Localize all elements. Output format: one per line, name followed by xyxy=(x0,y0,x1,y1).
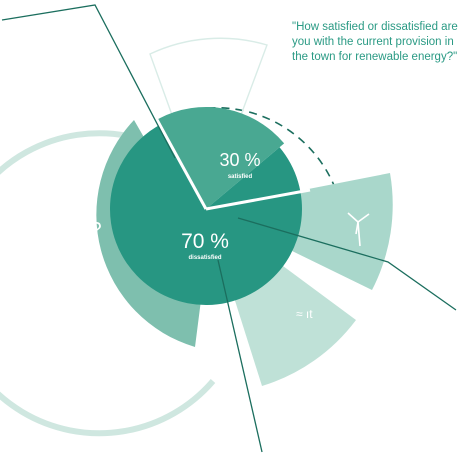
annotation-line-bottom xyxy=(217,259,263,453)
category-label-satisfied: satisfied xyxy=(228,174,253,180)
separator-line-top xyxy=(148,106,208,210)
value-label-dissatisfied: 70 % xyxy=(181,230,229,253)
annotation-line-topleft xyxy=(1,4,176,159)
top-outline-sector xyxy=(149,37,268,212)
pie-slice-satisfied xyxy=(158,107,285,209)
outer-outline-ring xyxy=(0,130,216,437)
separator-line-right xyxy=(205,188,311,211)
bottom-wedge-glyph: ≈ ıt xyxy=(296,307,313,321)
value-label-satisfied: 30 % xyxy=(219,150,260,170)
survey-question: "How satisfied or dissatisfied are you w… xyxy=(292,21,458,63)
annotation-line-right xyxy=(237,217,457,311)
question-mark: ? xyxy=(90,219,101,241)
wind-turbine-icon xyxy=(347,212,370,247)
pie-slice-dissatisfied xyxy=(109,124,302,306)
satisfied-dashed-arc xyxy=(179,106,339,197)
category-label-dissatisfied: dissatisfied xyxy=(188,255,221,261)
